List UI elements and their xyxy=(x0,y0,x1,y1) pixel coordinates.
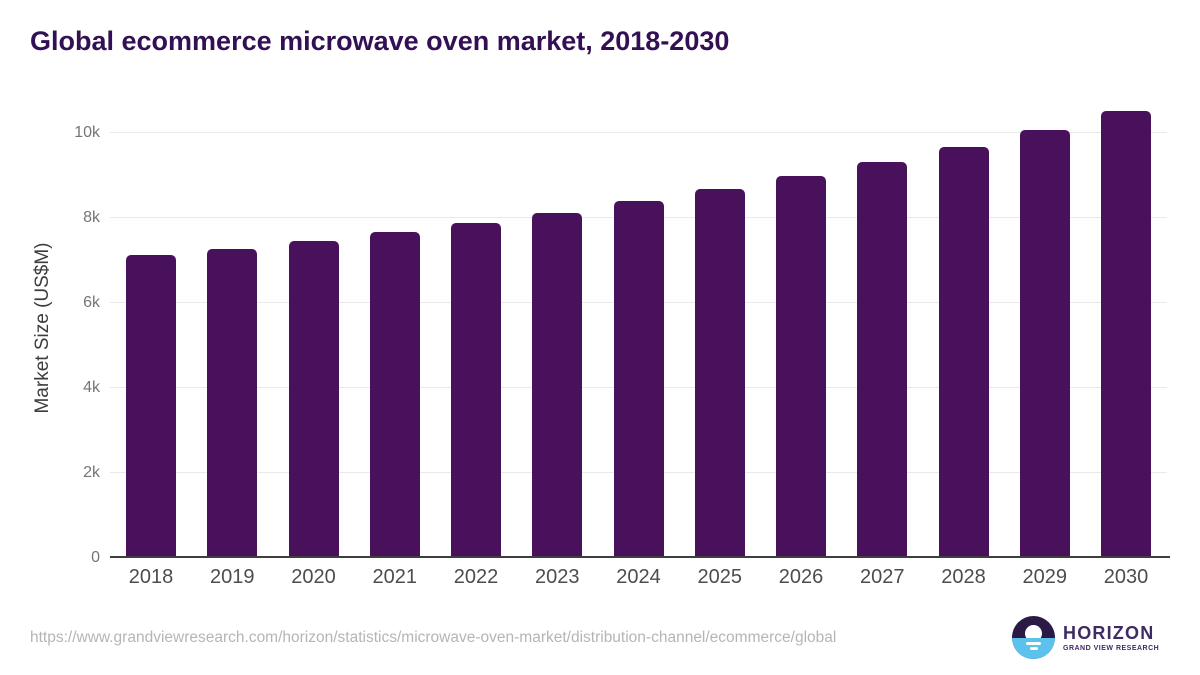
x-axis-line xyxy=(110,556,1170,558)
x-label-2026: 2026 xyxy=(778,566,824,588)
source-url: https://www.grandviewresearch.com/horizo… xyxy=(30,629,837,646)
bar-2028 xyxy=(938,147,989,558)
x-axis-labels: 2018 2019 2020 2021 2022 2023 2024 2025 2026 2027… xyxy=(107,566,1170,589)
y-tick-0: 0 xyxy=(91,549,100,566)
y-tick-6k: 6k xyxy=(83,294,100,311)
bar-2029 xyxy=(1019,130,1070,558)
logo-tagline: GRAND VIEW RESEARCH xyxy=(1063,644,1160,652)
logo-text: HORIZON GRAND VIEW RESEARCH xyxy=(1063,624,1159,652)
x-label-2018: 2018 xyxy=(128,566,174,588)
y-tick-2k: 2k xyxy=(83,464,100,481)
x-label-2023: 2023 xyxy=(535,566,580,588)
x-label-2029: 2029 xyxy=(1022,566,1068,588)
x-label-2030: 2030 xyxy=(1103,566,1149,588)
bar-2019 xyxy=(207,248,258,558)
x-label-2025: 2025 xyxy=(697,566,743,588)
bar-2020 xyxy=(288,240,339,558)
bar-series xyxy=(107,103,1170,558)
bar-2027 xyxy=(857,161,908,558)
bar-2021 xyxy=(369,232,420,558)
bar-2024 xyxy=(613,201,664,558)
logo-name: HORIZON xyxy=(1063,622,1155,643)
x-label-2020: 2020 xyxy=(291,566,336,588)
y-tick-10k: 10k xyxy=(74,124,100,141)
y-tick-8k: 8k xyxy=(83,209,100,226)
bar-2026 xyxy=(776,175,826,558)
x-label-2024: 2024 xyxy=(616,566,661,588)
logo-sun-circle xyxy=(1025,625,1042,642)
bar-2025 xyxy=(694,189,745,558)
horizon-logo-icon xyxy=(1012,616,1055,659)
logo-horizon-dash xyxy=(1026,641,1041,645)
x-label-2021: 2021 xyxy=(372,566,418,588)
plot-area xyxy=(107,103,1170,558)
page-title: Global ecommerce microwave oven market, … xyxy=(30,26,730,56)
logo-horizon-dash xyxy=(1029,647,1038,650)
horizon-logo: HORIZON GRAND VIEW RESEARCH xyxy=(1012,616,1159,659)
bar-2023 xyxy=(532,212,583,558)
x-label-2028: 2028 xyxy=(941,566,986,588)
gridline-10k xyxy=(110,132,1167,133)
bar-2018 xyxy=(126,255,176,558)
bar-2022 xyxy=(451,223,501,558)
y-tick-4k: 4k xyxy=(83,379,100,396)
bar-2030 xyxy=(1101,110,1151,558)
x-label-2027: 2027 xyxy=(860,566,905,588)
x-label-2022: 2022 xyxy=(453,566,499,588)
x-label-2019: 2019 xyxy=(210,566,255,588)
